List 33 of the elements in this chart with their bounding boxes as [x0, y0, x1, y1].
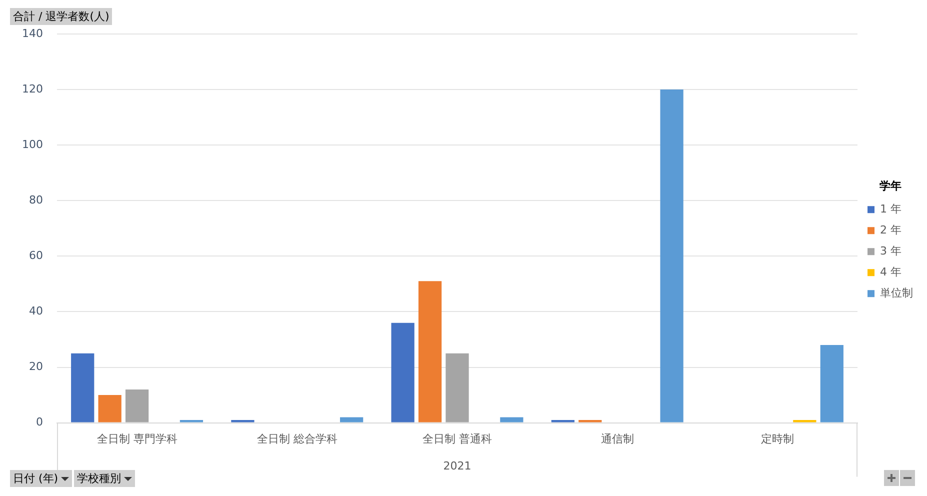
x-tick-label: 通信制	[600, 432, 634, 446]
y-tick-label: 20	[28, 360, 43, 374]
y-tick-label: 40	[28, 304, 43, 318]
x-tick-label: 全日制 普通科	[422, 432, 492, 446]
y-tick-label: 80	[28, 193, 43, 206]
legend-label: 2 年	[880, 223, 902, 236]
bar	[71, 353, 94, 422]
text: 日付 (年)	[13, 471, 58, 486]
bar	[418, 281, 442, 422]
y-axis-title: 合計 / 退学者数(人)	[10, 8, 112, 25]
bar	[125, 389, 149, 422]
text: 学校種別	[77, 471, 122, 486]
x-tick-label: 全日制 総合学科	[256, 432, 338, 446]
x-tick-label: 全日制 専門学科	[96, 432, 178, 446]
bar	[820, 345, 844, 422]
legend-title: 学年	[879, 179, 902, 192]
legend-label: 3 年	[880, 244, 902, 258]
y-tick-label: 100	[22, 138, 43, 151]
bar	[500, 417, 524, 422]
y-tick-label: 60	[28, 249, 43, 262]
bar	[340, 417, 364, 422]
y-tick-label: 140	[22, 26, 43, 40]
legend-label: 4 年	[880, 265, 902, 278]
text: 2021	[443, 460, 472, 473]
y-tick-label: 120	[22, 82, 43, 96]
legend-label: 単位制	[880, 286, 913, 300]
y-tick-label: 0	[36, 416, 43, 429]
x-tick-label: 定時制	[760, 432, 794, 446]
legend-label: 1 年	[880, 202, 902, 216]
bar	[660, 90, 684, 422]
bar	[391, 322, 414, 422]
bar	[98, 395, 122, 422]
bar	[446, 353, 469, 422]
